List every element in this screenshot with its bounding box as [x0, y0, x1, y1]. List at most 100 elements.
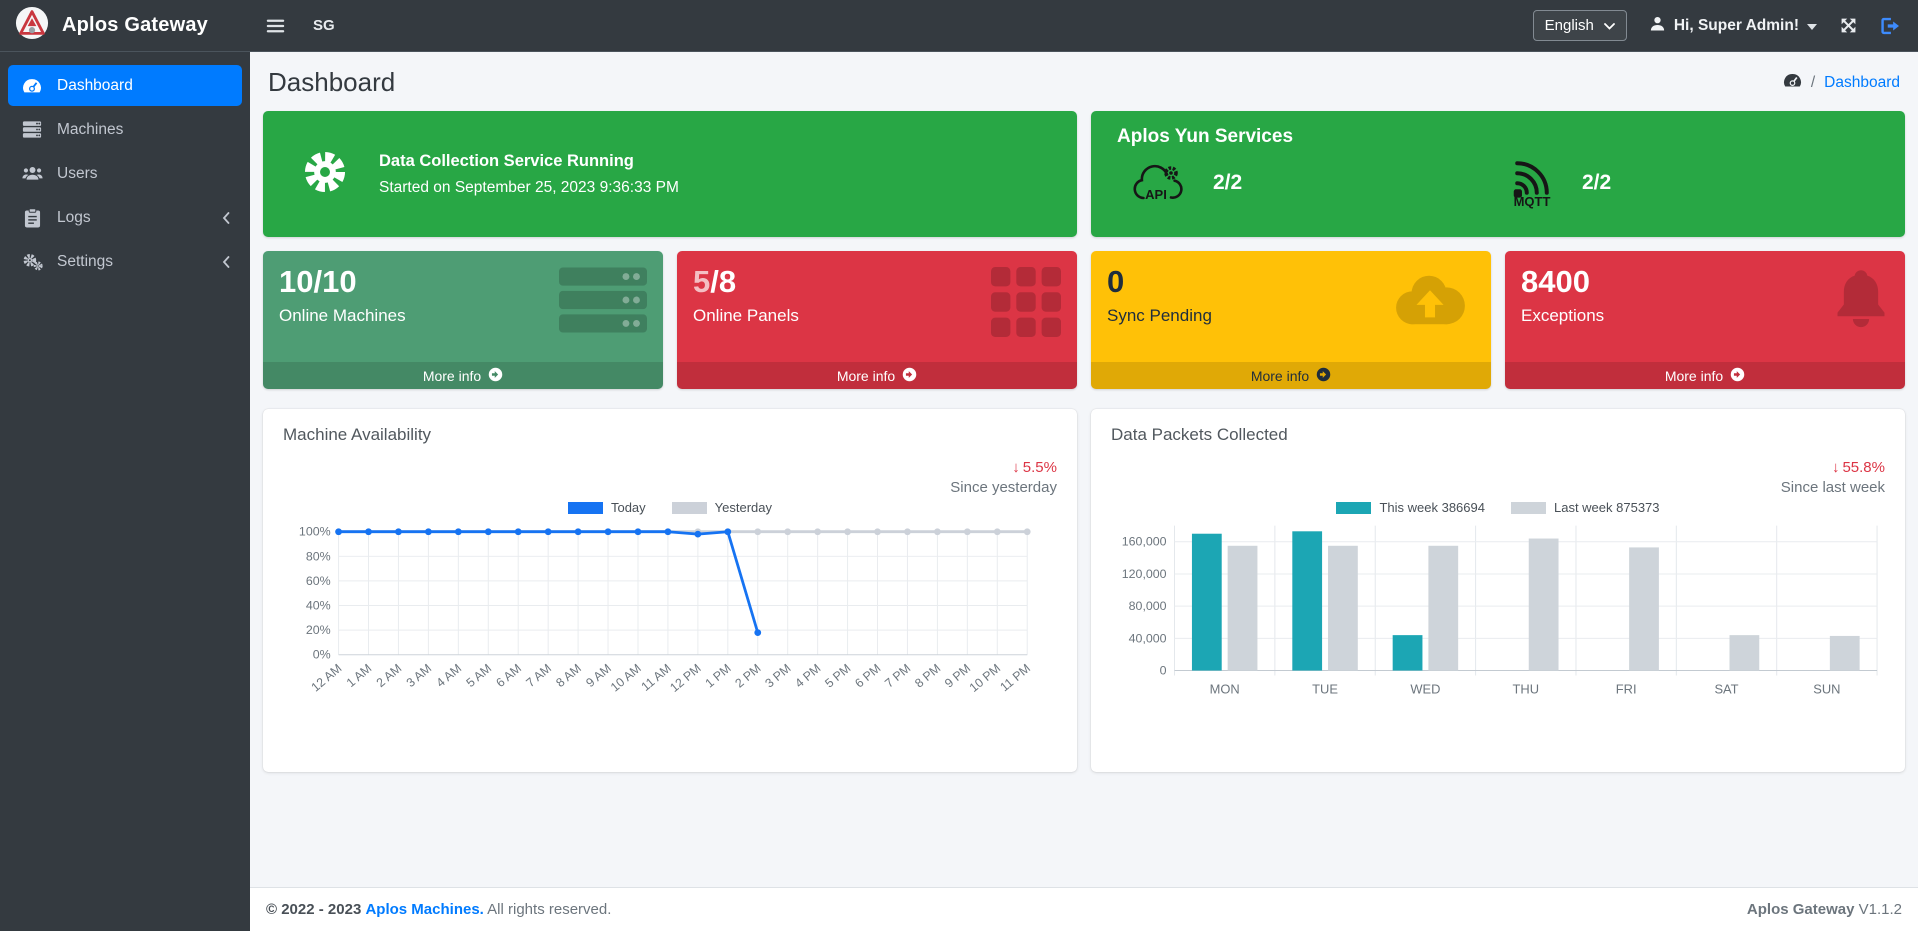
footer-rights: All rights reserved. [487, 901, 612, 918]
legend-swatch [567, 501, 603, 514]
user-menu-label: Hi, Super Admin! [1673, 16, 1799, 34]
svg-text:1 AM: 1 AM [344, 661, 375, 690]
legend-item[interactable]: This week 386694 [1336, 500, 1485, 515]
sidebar-item-dashboard[interactable]: Dashboard [8, 65, 242, 106]
brand[interactable]: Aplos Gateway [0, 6, 250, 45]
breadcrumb: / Dashboard [1783, 72, 1900, 94]
sidebar-item-settings[interactable]: Settings [8, 241, 242, 282]
legend-swatch [1510, 501, 1546, 514]
svg-text:2 PM: 2 PM [732, 661, 763, 690]
gears-icon [20, 253, 44, 271]
sidebar-item-label: Dashboard [57, 76, 133, 94]
svg-text:40%: 40% [306, 598, 331, 612]
svg-text:8 AM: 8 AM [553, 661, 584, 690]
svg-text:0: 0 [1160, 664, 1167, 678]
stat-box-online-panels: 5/8 Online Panels More info [677, 251, 1077, 389]
arrow-circle-right-icon [1316, 367, 1331, 385]
yun-services-title: Aplos Yun Services [1117, 126, 1294, 147]
svg-text:5 AM: 5 AM [464, 661, 495, 690]
arrow-down-icon: ↓ [1831, 459, 1840, 476]
svg-text:12 PM: 12 PM [667, 661, 703, 695]
mqtt-status: 2/2 [1582, 171, 1612, 194]
server-icon [20, 120, 44, 139]
arrow-circle-right-icon [1730, 367, 1745, 385]
api-status: 2/2 [1213, 171, 1243, 194]
users-icon [20, 165, 44, 182]
legend-item[interactable]: Today [567, 500, 646, 515]
svg-text:160,000: 160,000 [1122, 535, 1167, 549]
stat-box-online-machines: 10/10 Online Machines More info [263, 251, 663, 389]
delta-caption: Since last week [1780, 479, 1885, 496]
svg-text:WED: WED [1410, 681, 1440, 696]
footer-company-link[interactable]: Aplos Machines. [365, 901, 484, 918]
more-info-link[interactable]: More info [677, 362, 1077, 389]
page-title: Dashboard [268, 67, 396, 97]
legend-item[interactable]: Yesterday [671, 500, 772, 515]
svg-text:SAT: SAT [1714, 681, 1738, 696]
delta-value: 55.8% [1842, 459, 1885, 476]
svg-text:10 PM: 10 PM [967, 661, 1003, 695]
stat-box-sync-pending: 0 Sync Pending More info [1091, 251, 1491, 389]
svg-text:12 AM: 12 AM [309, 661, 345, 694]
svg-text:3 AM: 3 AM [404, 661, 435, 690]
svg-text:0%: 0% [313, 648, 331, 662]
machine-availability-card: Machine Availability ↓ 5.5% Since yesterd… [263, 409, 1077, 772]
tachometer-icon [1783, 72, 1802, 94]
legend-item[interactable]: Last week 875373 [1510, 500, 1660, 515]
caret-down-icon [1807, 17, 1817, 35]
bell-icon [1833, 267, 1889, 338]
servers-icon [559, 267, 647, 338]
delta-value: 5.5% [1022, 459, 1057, 476]
svg-text:SUN: SUN [1813, 681, 1840, 696]
sidebar-item-label: Users [57, 164, 98, 182]
svg-text:120,000: 120,000 [1122, 567, 1167, 581]
logout-icon[interactable] [1880, 17, 1900, 35]
legend-swatch [1336, 501, 1372, 514]
sidebar-item-machines[interactable]: Machines [8, 109, 242, 150]
sidebar-item-users[interactable]: Users [8, 153, 242, 194]
more-info-link[interactable]: More info [263, 362, 663, 389]
stat-value: 10/10 [279, 264, 357, 299]
more-info-link[interactable]: More info [1091, 362, 1491, 389]
chart-legend: Today Yesterday [283, 500, 1057, 515]
chevron-left-icon [222, 255, 230, 268]
grid-icon [991, 267, 1061, 342]
mqtt-broadcast-icon: MQTT [1512, 158, 1552, 208]
chevron-left-icon [222, 211, 230, 224]
mqtt-label: MQTT [1513, 194, 1551, 209]
sidebar: Dashboard Machines Users L [0, 52, 250, 931]
user-icon [1649, 15, 1666, 37]
language-select-value: English [1544, 17, 1594, 34]
data-collection-banner: Data Collection Service Running Started … [263, 111, 1077, 237]
more-info-link[interactable]: More info [1505, 362, 1905, 389]
main-area: Dashboard / Dashboard [250, 0, 1918, 931]
hamburger-menu-icon[interactable] [266, 18, 285, 34]
arrow-circle-right-icon [902, 367, 917, 385]
arrow-circle-right-icon [488, 367, 503, 385]
svg-text:TUE: TUE [1312, 681, 1338, 696]
tachometer-icon [20, 77, 44, 95]
sidebar-item-logs[interactable]: Logs [8, 197, 242, 238]
aplos-yun-services-banner: Aplos Yun Services API 2/2 [1091, 111, 1905, 237]
svg-text:2 AM: 2 AM [374, 661, 405, 690]
svg-text:10 AM: 10 AM [608, 661, 644, 694]
data-packets-card: Data Packets Collected ↓ 55.8% Since last… [1091, 409, 1905, 772]
chart-title: Machine Availability [283, 425, 432, 444]
gear-icon [299, 146, 351, 203]
clipboard-icon [20, 207, 44, 228]
footer-copyright: © 2022 - 2023 [266, 901, 362, 918]
arrow-down-icon: ↓ [1012, 459, 1020, 476]
nav-link-sg[interactable]: SG [313, 17, 335, 34]
svg-text:1 PM: 1 PM [703, 661, 734, 690]
user-menu[interactable]: Hi, Super Admin! [1649, 15, 1817, 37]
breadcrumb-current-link[interactable]: Dashboard [1824, 73, 1900, 91]
language-select[interactable]: English [1532, 10, 1627, 41]
svg-text:6 AM: 6 AM [493, 661, 524, 690]
stat-label: Exceptions [1521, 306, 1605, 326]
svg-text:4 PM: 4 PM [792, 661, 823, 690]
svg-text:FRI: FRI [1616, 681, 1637, 696]
fullscreen-expand-icon[interactable] [1839, 16, 1858, 35]
packets-bar-chart: 0 40,000 80,000 120,000 160,000 MON TUE WED THU F… [1122, 525, 1878, 696]
delta-block: ↓ 5.5% Since yesterday [283, 459, 1057, 496]
yun-service-api: API 2/2 [1117, 158, 1498, 208]
